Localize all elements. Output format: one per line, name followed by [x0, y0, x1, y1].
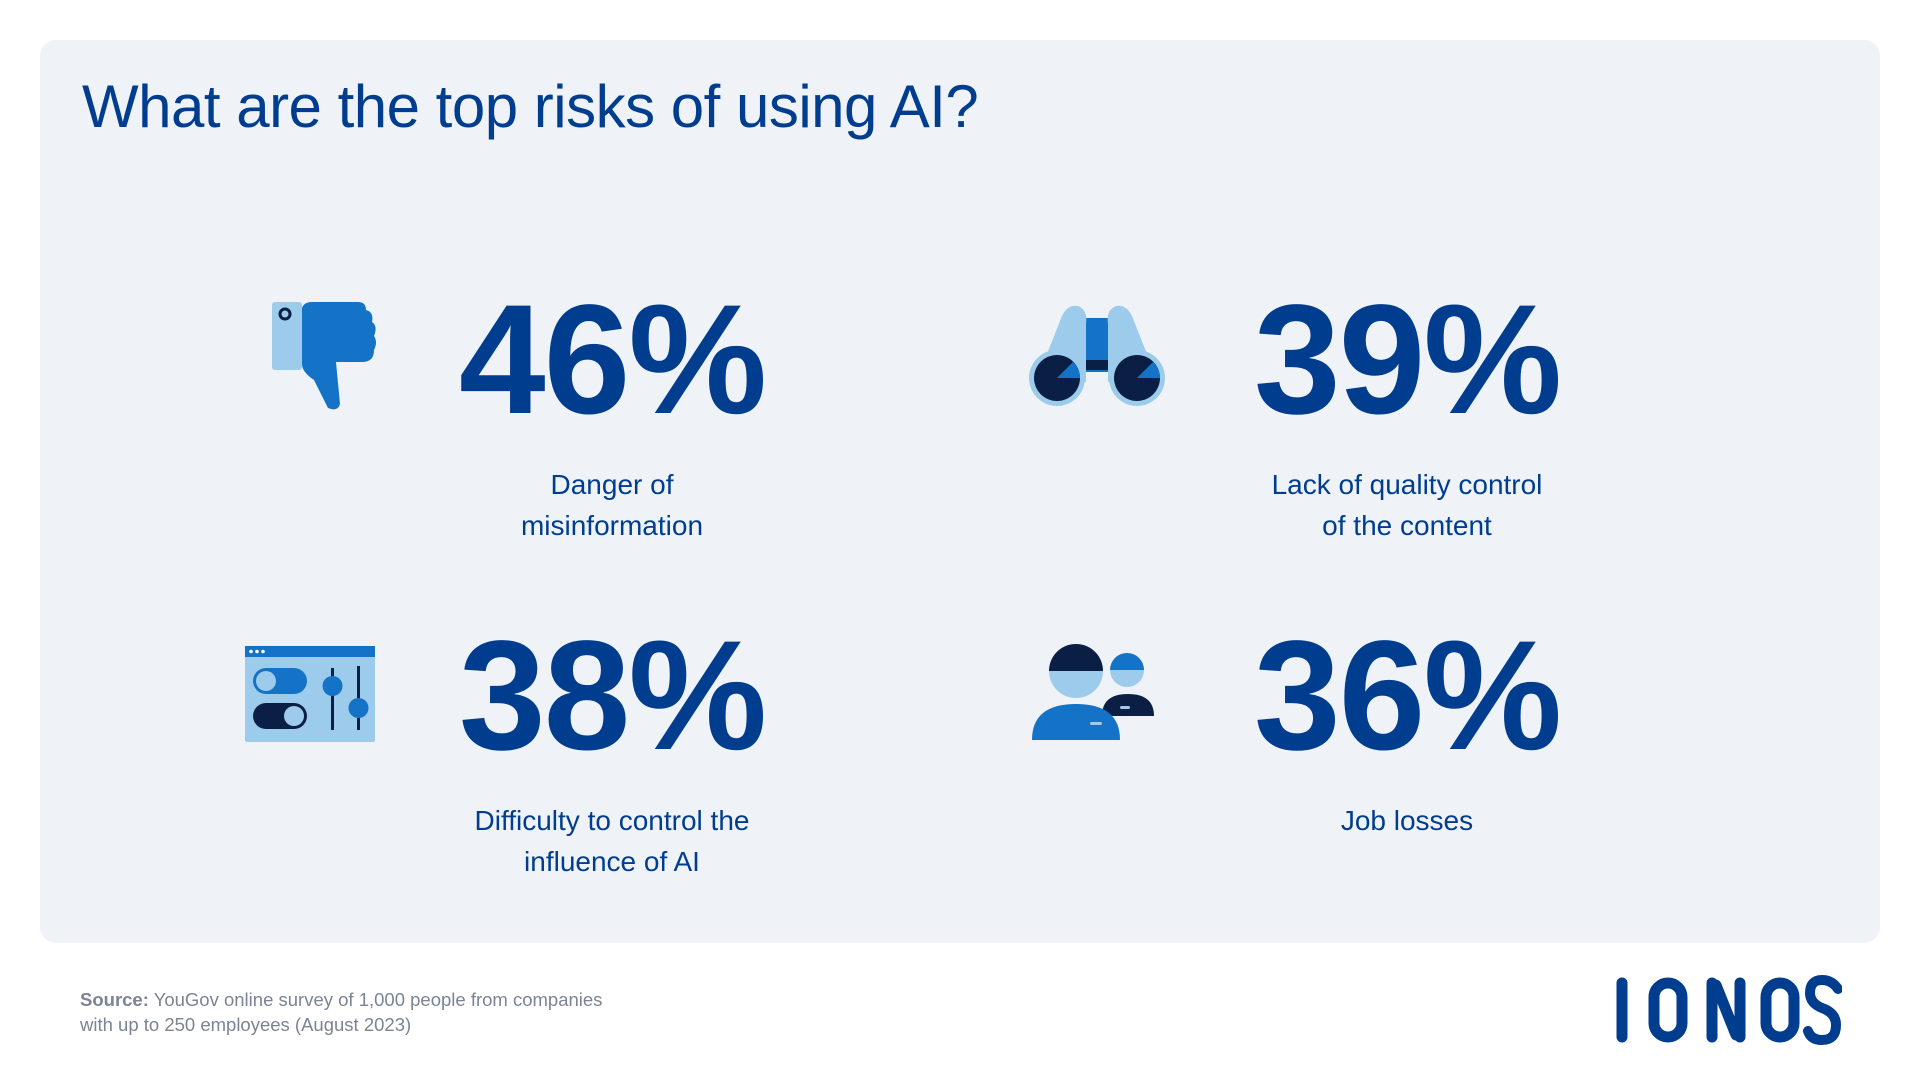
- stat-value: 39%: [1253, 273, 1562, 447]
- stat-label: Job losses: [1167, 800, 1647, 841]
- stat-value: 46%: [458, 273, 767, 447]
- binoculars-icon: [1026, 302, 1168, 411]
- stat-label: Difficulty to control the influence of A…: [372, 800, 852, 882]
- stat-label-line1: Job losses: [1340, 805, 1474, 836]
- ionos-logo: [1612, 974, 1843, 1050]
- stat-label-line1: Danger of: [550, 469, 674, 500]
- stat-label-line1: Lack of quality control: [1271, 469, 1543, 500]
- stat-label-line2: of the content: [1322, 510, 1492, 541]
- stat-label-line2: influence of AI: [524, 846, 700, 877]
- stat-label: Danger of misinformation: [372, 464, 852, 546]
- stat-label: Lack of quality control of the content: [1167, 464, 1647, 546]
- infographic-card: [40, 40, 1880, 943]
- stat-misinformation: 46% Danger of misinformation: [372, 282, 852, 546]
- stat-quality-control: 39% Lack of quality control of the conte…: [1167, 282, 1647, 546]
- stat-label-line2: misinformation: [520, 510, 704, 541]
- page-title: What are the top risks of using AI?: [82, 73, 979, 140]
- stat-job-losses: 36% Job losses: [1167, 618, 1647, 841]
- people-icon: [1030, 642, 1156, 747]
- stat-label-line1: Difficulty to control the: [474, 805, 750, 836]
- source-line1: YouGov online survey of 1,000 people fro…: [148, 989, 603, 1010]
- source-note: Source: YouGov online survey of 1,000 pe…: [80, 987, 602, 1037]
- stat-value: 38%: [458, 609, 767, 783]
- source-prefix: Source:: [80, 989, 149, 1010]
- source-line2: with up to 250 employees (August 2023): [80, 1014, 412, 1035]
- stat-value: 36%: [1253, 609, 1562, 783]
- control-panel-icon: [245, 646, 375, 747]
- stat-control-influence: 38% Difficulty to control the influence …: [372, 618, 852, 882]
- thumbs-down-icon: [270, 300, 376, 417]
